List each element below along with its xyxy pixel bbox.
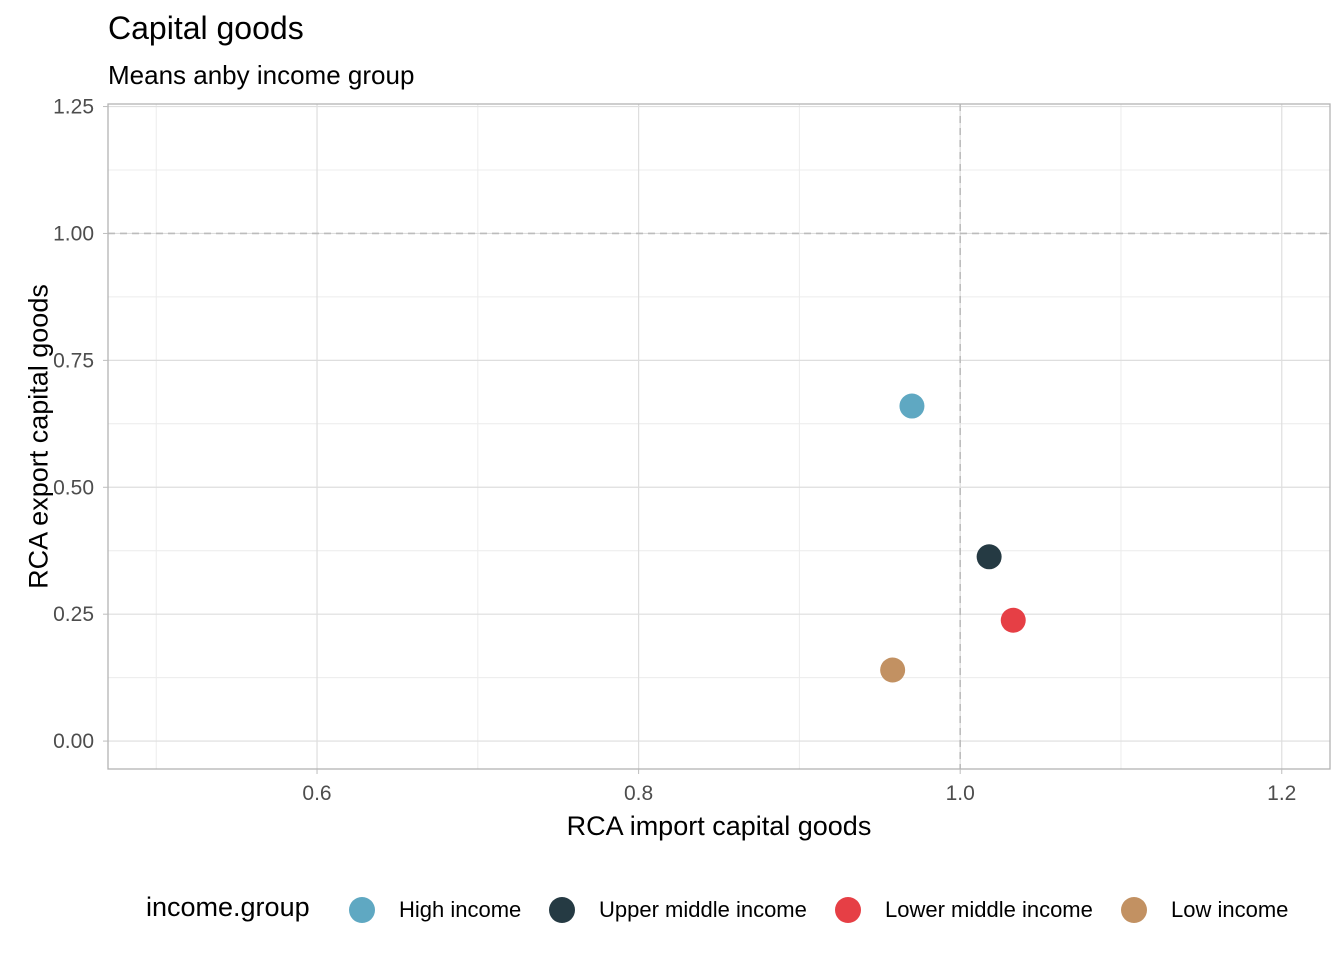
major-gridlines [108, 104, 1330, 769]
legend-item-low-income: Low income [1121, 888, 1288, 932]
x-tick-label: 1.2 [1267, 782, 1296, 805]
y-tick-label: 1.25 [53, 96, 94, 119]
legend-item-upper-middle-income: Upper middle income [549, 888, 807, 932]
y-axis-ticks: 0.00 0.25 0.50 0.75 1.00 1.25 [53, 96, 108, 753]
y-tick-label: 1.00 [53, 222, 94, 245]
y-tick-label: 0.25 [53, 603, 94, 626]
scatter-chart: 0.6 0.8 1.0 1.2 0.00 0.25 0.50 0.75 1.00 1.25 RC… [23, 96, 1331, 841]
x-axis-ticks: 0.6 0.8 1.0 1.2 [302, 769, 1296, 805]
panel-frame [107, 103, 1331, 770]
legend-label: Low income [1171, 897, 1289, 922]
legend-label: Lower middle income [885, 897, 1093, 922]
y-tick-label: 0.50 [53, 476, 94, 499]
y-axis-title: RCA export capital goods [23, 284, 53, 589]
x-tick-label: 1.0 [946, 782, 975, 805]
data-points [880, 393, 1026, 683]
legend-label: High income [399, 897, 522, 922]
point-upper-middle-income [976, 544, 1002, 570]
legend-key-lower-middle-income [835, 897, 861, 923]
y-tick-label: 0.00 [53, 730, 94, 753]
chart-title: Capital goods [108, 10, 304, 46]
legend-item-high-income: High income [349, 888, 521, 932]
point-low-income [880, 657, 906, 683]
x-tick-label: 0.6 [302, 782, 331, 805]
panel-border [107, 103, 1331, 770]
minor-gridlines [108, 104, 1330, 769]
point-high-income [899, 393, 925, 419]
reference-lines [108, 104, 1330, 769]
x-axis-title: RCA import capital goods [567, 811, 872, 841]
chart-subtitle: Means anby income group [108, 60, 415, 90]
legend-key-high-income [349, 897, 375, 923]
legend-item-lower-middle-income: Lower middle income [835, 888, 1093, 932]
y-tick-label: 0.75 [53, 349, 94, 372]
legend-title: income.group [146, 892, 310, 922]
point-lower-middle-income [1000, 607, 1026, 633]
legend-key-upper-middle-income [549, 897, 575, 923]
x-tick-label: 0.8 [624, 782, 653, 805]
legend-key-low-income [1121, 897, 1147, 923]
legend-label: Upper middle income [599, 897, 807, 922]
legend: income.group High income Upper middle in… [0, 888, 1344, 932]
